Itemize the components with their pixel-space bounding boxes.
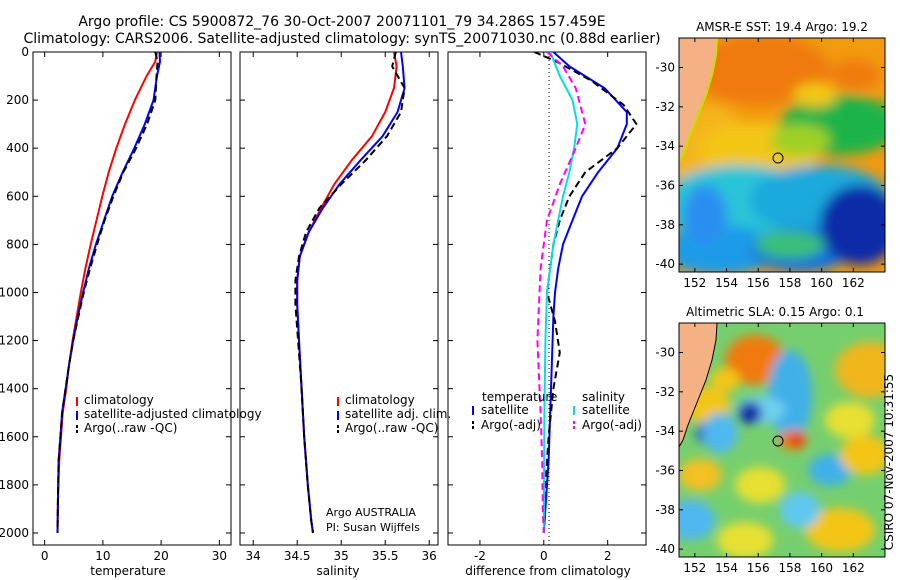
salinity-series xyxy=(294,52,406,534)
x-tick-label: 0 xyxy=(41,549,49,563)
sst-map-title: AMSR-E SST: 19.4 Argo: 19.2 xyxy=(696,20,868,34)
series-line-satellite-adjusted-climatology xyxy=(56,52,161,534)
difference-series xyxy=(533,52,638,534)
credit-timestamp: CSIRO 07-Nov-2007 10:31:55 xyxy=(882,374,896,550)
legend-header-temperature: temperature xyxy=(482,390,557,404)
x-tick-label: 20 xyxy=(153,549,168,563)
map-x-tick-label: 154 xyxy=(715,276,738,290)
legend-label: climatology xyxy=(84,393,154,407)
sla-map-title: Altimetric SLA: 0.15 Argo: 0.1 xyxy=(686,305,864,319)
legend-label: satellite adj. clim. xyxy=(345,407,451,421)
map-y-tick-label: -36 xyxy=(655,463,675,477)
map-x-tick-label: 156 xyxy=(747,276,770,290)
map-y-tick-label: -32 xyxy=(655,385,675,399)
map-y-tick-label: -40 xyxy=(655,257,675,271)
y-tick-label: 2000 xyxy=(0,526,29,540)
series-line-argo-raw-qc- xyxy=(56,52,159,534)
legend-label: Argo(-adj) xyxy=(582,418,642,432)
sla-argo-location-marker xyxy=(772,435,784,447)
map-y-tick-label: -30 xyxy=(655,60,675,74)
legend-label: Argo(..raw -QC) xyxy=(345,421,438,435)
y-tick-label: 1400 xyxy=(0,382,29,396)
sst-map-frame xyxy=(678,37,886,273)
title-line1: Argo profile: CS 5900872_76 30-Oct-2007 … xyxy=(78,14,605,30)
axis-ticks: 0 10 20 30020040060080010001200140016001800… xyxy=(0,45,646,563)
legend-header-salinity: salinity xyxy=(582,390,625,404)
series-line-salinity-satellite xyxy=(542,52,579,534)
x-tick-label: 35 xyxy=(334,549,349,563)
temperature-xlabel: temperature xyxy=(90,564,165,578)
map-y-tick-label: -34 xyxy=(655,139,675,153)
map-y-tick-label: -30 xyxy=(655,345,675,359)
y-tick-label: 1800 xyxy=(0,478,29,492)
legend-label: satellite-adjusted climatology xyxy=(84,407,262,421)
map-x-tick-label: 162 xyxy=(842,276,865,290)
y-tick-label: 800 xyxy=(6,237,29,251)
map-x-tick-label: 160 xyxy=(810,276,833,290)
sla-map-frame xyxy=(678,322,886,558)
map-y-tick-label: -32 xyxy=(655,100,675,114)
map-x-tick-label: 156 xyxy=(747,561,770,575)
sst-map-ticks: 152 154 156 158 160 162 -30 -32 -34 -36 -38 -40 xyxy=(655,38,885,290)
sla-map-field xyxy=(679,323,885,557)
map-x-tick-label: 154 xyxy=(715,561,738,575)
salinity-xlabel: salinity xyxy=(316,564,359,578)
legend-label: Argo(-adj) xyxy=(481,418,541,432)
sst-argo-location-marker xyxy=(772,152,784,164)
series-line-salinity-argo-adj- xyxy=(536,52,587,534)
y-tick-label: 600 xyxy=(6,189,29,203)
x-tick-label: 34.5 xyxy=(284,549,311,563)
map-y-tick-label: -40 xyxy=(655,542,675,556)
sla-map-ticks: 152 154 156 158 160 162 -30 -32 -34 -36 -38 -40 xyxy=(655,323,885,575)
difference-legend: temperature satellite Argo(-adj) salinit… xyxy=(472,390,642,432)
temperature-axes xyxy=(32,51,232,546)
y-tick-label: 1600 xyxy=(0,430,29,444)
salinity-legend: climatology satellite adj. clim. Argo(..… xyxy=(326,393,451,534)
y-tick-label: 1000 xyxy=(0,285,29,299)
difference-xlabel: difference from climatology xyxy=(465,564,631,578)
map-x-tick-label: 160 xyxy=(810,561,833,575)
map-x-tick-label: 152 xyxy=(683,561,706,575)
float-agency: Argo AUSTRALIA xyxy=(326,506,416,519)
sst-map-field xyxy=(679,38,885,272)
y-tick-label: 200 xyxy=(6,93,29,107)
sla-map-coastline xyxy=(679,323,718,449)
x-tick-label: 2 xyxy=(604,549,612,563)
legend-label: Argo(..raw -QC) xyxy=(84,421,177,435)
map-x-tick-label: 162 xyxy=(842,561,865,575)
map-x-tick-label: 158 xyxy=(778,276,801,290)
x-tick-label: 10 xyxy=(95,549,110,563)
float-pi: PI: Susan Wijffels xyxy=(326,521,420,534)
legend-label: satellite xyxy=(481,403,529,417)
x-tick-label: 34 xyxy=(246,549,261,563)
salinity-axes xyxy=(239,51,439,546)
x-tick-label: 35.5 xyxy=(372,549,399,563)
y-tick-label: 1200 xyxy=(0,334,29,348)
y-tick-label: 0 xyxy=(21,45,29,59)
x-tick-label: 30 xyxy=(212,549,227,563)
y-tick-label: 400 xyxy=(6,141,29,155)
x-tick-label: 0 xyxy=(540,549,548,563)
x-tick-label: -2 xyxy=(474,549,486,563)
map-x-tick-label: 152 xyxy=(683,276,706,290)
legend-label: climatology xyxy=(345,393,415,407)
map-y-tick-label: -34 xyxy=(655,424,675,438)
title-line2: Climatology: CARS2006. Satellite-adjuste… xyxy=(23,31,660,47)
map-y-tick-label: -38 xyxy=(655,218,675,232)
map-y-tick-label: -38 xyxy=(655,503,675,517)
temperature-legend: climatology satellite-adjusted climatolo… xyxy=(76,393,262,435)
map-x-tick-label: 158 xyxy=(778,561,801,575)
x-tick-label: 36 xyxy=(422,549,437,563)
legend-label: satellite xyxy=(582,403,630,417)
temperature-series xyxy=(56,52,161,534)
map-y-tick-label: -36 xyxy=(655,178,675,192)
series-line-argo-raw-qc- xyxy=(294,52,406,534)
